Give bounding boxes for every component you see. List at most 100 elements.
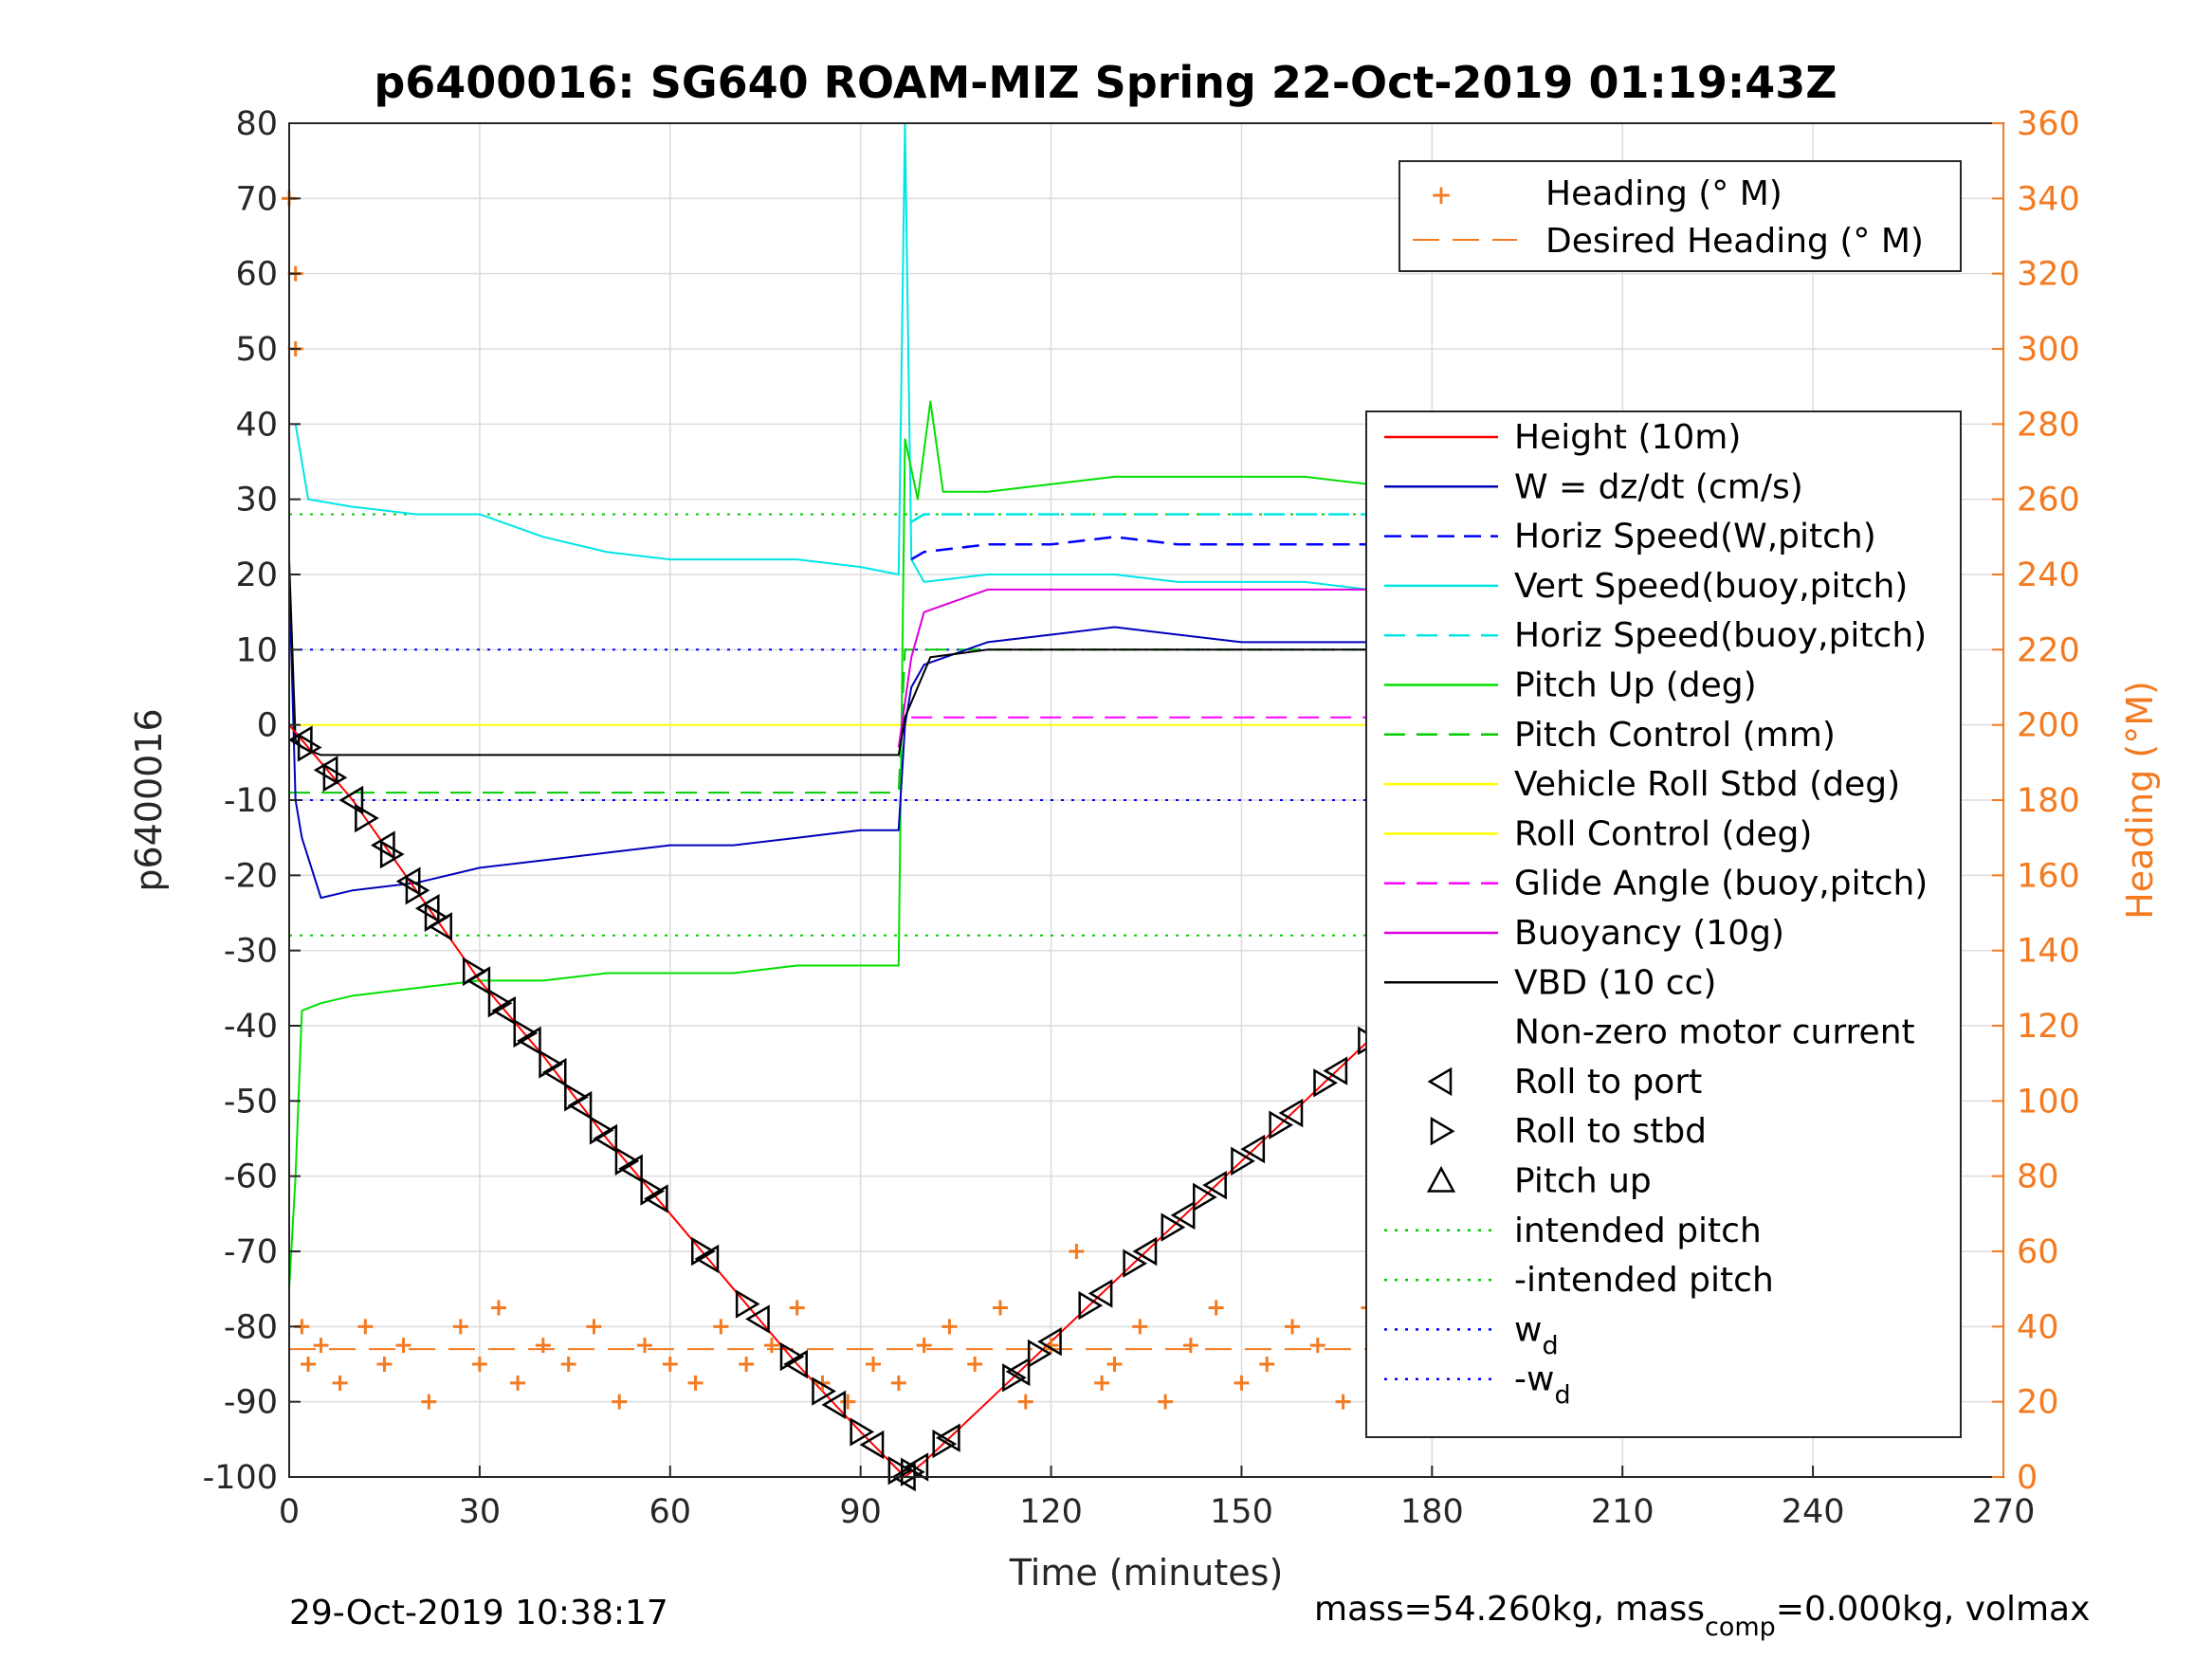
- roll-to-stbd-marker: [1123, 1249, 1148, 1278]
- roll-to-port-marker: [370, 830, 395, 860]
- roll-to-stbd-marker: [405, 876, 430, 905]
- roll-to-stbd-marker: [1027, 1339, 1052, 1369]
- legend-entry-label: W = dz/dt (cm/s): [1514, 467, 1803, 506]
- roll-to-stbd-marker: [1313, 1068, 1338, 1098]
- roll-to-port-marker: [904, 1452, 929, 1482]
- legend-main-box: [1365, 410, 1962, 1438]
- heading-point: [941, 1319, 958, 1335]
- roll-to-port-marker: [1132, 1236, 1158, 1267]
- y2-tick-label: 220: [2017, 631, 2080, 669]
- roll-to-port-marker: [1323, 1056, 1348, 1085]
- y2-tick-label: 140: [2017, 933, 2080, 971]
- x-tick-label: 30: [459, 1493, 502, 1531]
- roll-to-stbd-marker: [539, 1049, 564, 1079]
- heading-point: [662, 1357, 678, 1372]
- y-tick-label: -70: [224, 1233, 278, 1271]
- legend-entry-label: Vert Speed(buoy,pitch): [1514, 567, 1908, 606]
- roll-to-stbd-marker: [735, 1289, 760, 1319]
- roll-to-port-marker: [338, 785, 364, 815]
- heading-point: [1069, 1244, 1085, 1259]
- legend-entry-label: -intended pitch: [1514, 1261, 1774, 1300]
- chart-title: p6400016: SG640 ROAM-MIZ Spring 22-Oct-2…: [374, 57, 1837, 108]
- y-tick-label: 30: [235, 482, 278, 520]
- heading-point: [490, 1300, 506, 1316]
- y2-tick-label: 340: [2017, 180, 2080, 218]
- roll-to-stbd-marker: [487, 989, 513, 1018]
- heading-point: [1234, 1375, 1250, 1391]
- roll-to-port-marker: [859, 1430, 885, 1460]
- heading-point: [967, 1357, 983, 1372]
- roll-to-stbd-marker: [1002, 1363, 1027, 1393]
- roll-to-stbd-marker: [932, 1429, 958, 1459]
- roll-to-port-marker: [694, 1244, 720, 1274]
- heading-point: [1017, 1394, 1033, 1410]
- y2-tick-label: 160: [2017, 857, 2080, 895]
- roll-to-stbd-marker: [614, 1146, 640, 1176]
- roll-to-stbd-marker: [1161, 1212, 1186, 1242]
- legend-entry-label: Horiz Speed(buoy,pitch): [1514, 616, 1927, 655]
- y-tick-label: 50: [235, 331, 278, 369]
- legend-heading-box: [1398, 160, 1962, 272]
- roll-to-port-marker: [821, 1390, 847, 1420]
- y-tick-label: -30: [224, 933, 278, 971]
- x-ticks: 0 30 60 90 120 150 180 210 240 270: [279, 1466, 2036, 1531]
- heading-point: [357, 1319, 374, 1335]
- roll-to-stbd-marker: [589, 1116, 614, 1145]
- y-tick-label: 20: [235, 556, 278, 594]
- x-tick-label: 180: [1400, 1493, 1464, 1531]
- x-tick-label: 120: [1019, 1493, 1083, 1531]
- legend-entry-label: Horiz Speed(W,pitch): [1514, 518, 1876, 556]
- y2-ticks: 3603403203002802602402202001801601401201…: [1992, 105, 2080, 1497]
- heading-point: [510, 1375, 526, 1391]
- legend-marker: [1426, 1165, 1456, 1193]
- y-ticks: 80 70 60 50 40 30 20 10 0 -10 -20 -30 -40 -50 -60 -70 -8…: [203, 105, 301, 1497]
- roll-to-port-marker: [517, 1026, 541, 1056]
- roll-to-port-marker: [567, 1090, 593, 1121]
- legend-entry-label: Roll Control (deg): [1514, 814, 1812, 853]
- heading-point: [452, 1319, 468, 1335]
- heading-point: [560, 1357, 576, 1372]
- y-tick-label: -60: [224, 1158, 278, 1196]
- x-axis-label: Time (minutes): [1009, 1552, 1284, 1594]
- roll-to-port-marker: [491, 995, 516, 1026]
- legend-entry-label: Vehicle Roll Stbd (deg): [1514, 765, 1900, 804]
- heading-point: [376, 1357, 393, 1372]
- legend-entry-label: VBD (10 cc): [1514, 963, 1716, 1002]
- roll-to-stbd-marker: [564, 1083, 589, 1112]
- heading-point: [1182, 1338, 1198, 1354]
- x-tick-label: 270: [1972, 1493, 2036, 1531]
- legend-entry-label: Pitch Up (deg): [1514, 666, 1757, 705]
- roll-to-stbd-marker: [1269, 1110, 1294, 1139]
- y2-tick-label: 100: [2017, 1083, 2080, 1121]
- legend-entry-label: Height (10m): [1514, 418, 1741, 457]
- x-tick-label: 210: [1591, 1493, 1654, 1531]
- legend-heading: + Heading (° M) Desired Heading (° M): [1398, 160, 1962, 272]
- x-tick-label: 90: [839, 1493, 882, 1531]
- y2-tick-label: 80: [2017, 1158, 2059, 1196]
- roll-to-port-marker: [618, 1154, 643, 1183]
- heading-point: [890, 1375, 906, 1391]
- y-tick-label: -20: [224, 857, 278, 895]
- y-tick-label: -10: [224, 782, 278, 820]
- y2-tick-label: 0: [2017, 1459, 2038, 1497]
- y2-tick-label: 260: [2017, 482, 2080, 520]
- roll-to-stbd-marker: [297, 733, 322, 762]
- roll-to-stbd-marker: [850, 1417, 875, 1447]
- heading-point: [916, 1338, 932, 1354]
- roll-to-port-marker: [414, 894, 440, 923]
- x-tick-label: 150: [1210, 1493, 1273, 1531]
- footer-mass-info: mass=54.260kg, masscomp=0.000kg, volmax: [1314, 1590, 2090, 1642]
- roll-to-port-marker: [1088, 1279, 1113, 1308]
- heading-point: [763, 1338, 779, 1354]
- heading-point: [992, 1300, 1008, 1316]
- roll-to-stbd-marker: [812, 1376, 836, 1406]
- heading-point: [1208, 1300, 1224, 1316]
- roll-to-stbd-marker: [424, 902, 449, 932]
- heading-point: [1094, 1375, 1110, 1391]
- roll-to-stbd-marker: [640, 1176, 666, 1206]
- roll-to-port-marker: [643, 1184, 668, 1213]
- heading-point: [535, 1338, 551, 1354]
- y2-tick-label: 120: [2017, 1008, 2080, 1046]
- roll-to-stbd-marker: [462, 957, 487, 987]
